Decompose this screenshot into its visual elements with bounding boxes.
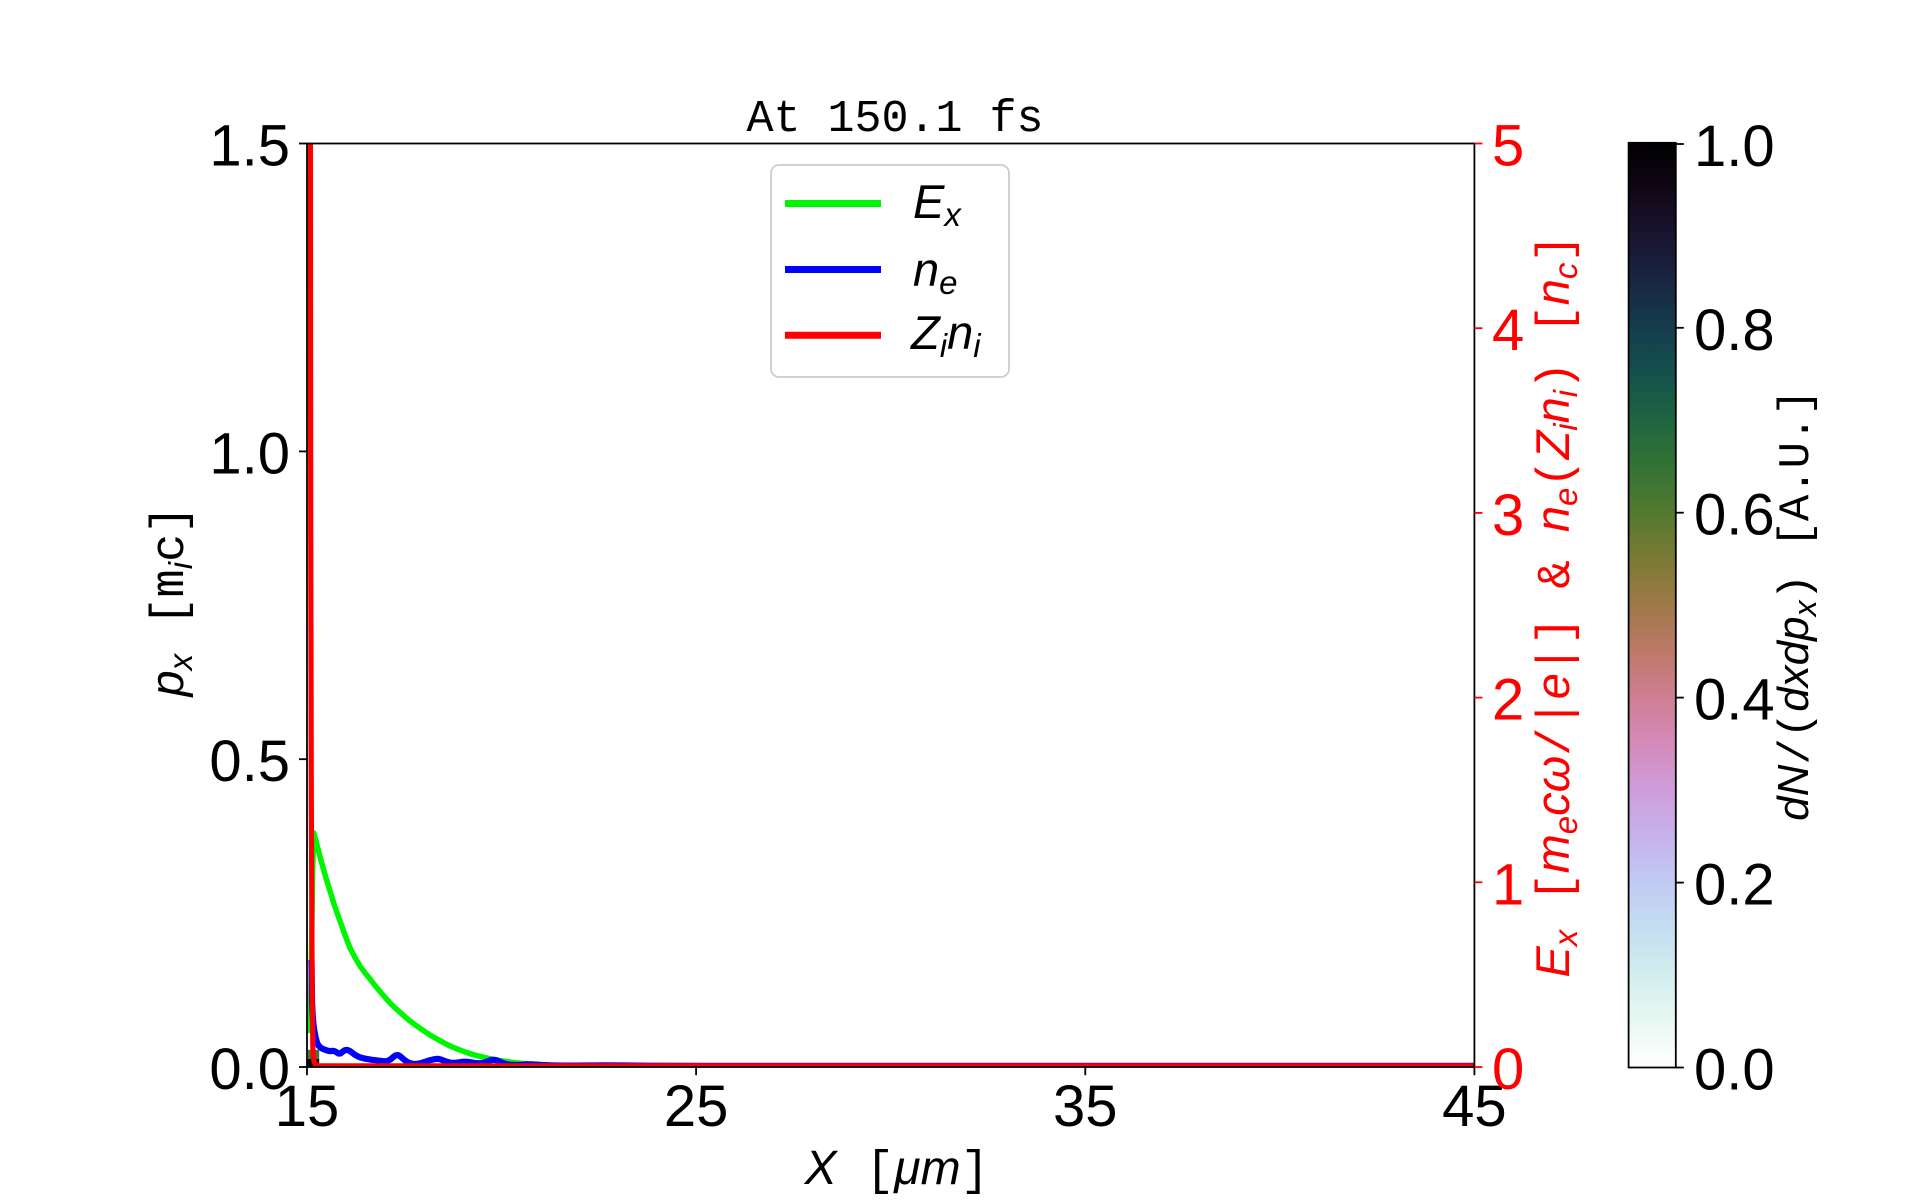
svg-text:1.5: 1.5 [209,114,290,179]
svg-text:dN/(dxdpx) [A.U.]: dN/(dxdpx) [A.U.] [1769,389,1823,821]
svg-text:0: 0 [1492,1037,1524,1102]
svg-text:4: 4 [1492,298,1524,363]
svg-text:1: 1 [1492,852,1524,917]
svg-text:0.0: 0.0 [1694,1038,1775,1103]
svg-text:15: 15 [275,1074,340,1139]
svg-text:35: 35 [1053,1074,1118,1139]
svg-text:0.8: 0.8 [1694,298,1775,363]
svg-text:px [mic]: px [mic] [140,505,199,698]
svg-text:25: 25 [664,1074,729,1139]
svg-text:ne: ne [913,243,958,301]
svg-text:Zini: Zini [910,306,982,364]
svg-text:X [μm]: X [μm] [804,1142,990,1199]
svg-text:0.0: 0.0 [209,1037,290,1102]
svg-text:2: 2 [1492,668,1524,733]
svg-text:0.6: 0.6 [1694,483,1775,548]
svg-text:5: 5 [1492,114,1524,179]
svg-text:0.4: 0.4 [1694,668,1775,733]
svg-text:1.0: 1.0 [209,421,290,486]
svg-text:At 150.1 fs: At 150.1 fs [746,94,1043,145]
svg-text:0.5: 0.5 [209,729,290,794]
svg-text:45: 45 [1442,1074,1507,1139]
svg-text:Ex [mecω/|e|] & ne(Zini) [nc]: Ex [mecω/|e|] & ne(Zini) [nc] [1526,234,1584,977]
svg-text:1.0: 1.0 [1694,114,1775,179]
svg-text:0.2: 0.2 [1694,853,1775,918]
svg-text:Ex: Ex [913,175,962,233]
svg-text:3: 3 [1492,483,1524,548]
